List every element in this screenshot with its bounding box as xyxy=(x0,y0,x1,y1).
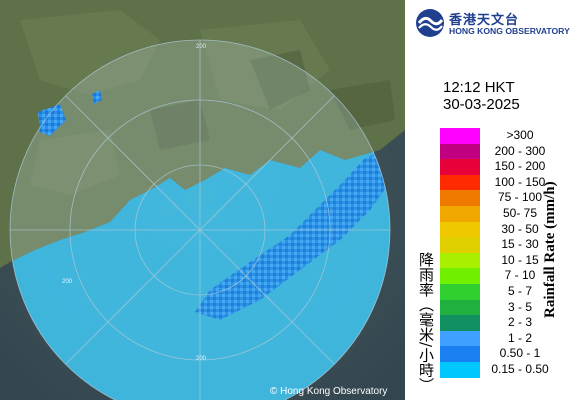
legend-row: 50- 75 xyxy=(440,206,577,222)
range-label-south: 200 xyxy=(196,356,207,362)
legend-row: 5 - 7 xyxy=(440,284,577,300)
range-label-north: 200 xyxy=(196,44,207,50)
legend-swatch xyxy=(440,128,480,144)
legend-label: 75 - 100 xyxy=(497,190,543,205)
legend-swatch xyxy=(440,252,480,269)
copyright-text: © Hong Kong Observatory xyxy=(270,386,387,397)
legend-row: 10 - 15 xyxy=(440,252,577,269)
legend-row: >300 xyxy=(440,128,577,144)
legend-swatch xyxy=(440,143,480,160)
legend-label: 100 - 150 xyxy=(494,174,546,189)
info-panel: 香港天文台 HONG KONG OBSERVATORY 12:12 HKT 30… xyxy=(405,0,577,400)
legend-row: 75 - 100 xyxy=(440,190,577,207)
legend-swatch xyxy=(440,362,480,378)
legend-label: >300 xyxy=(506,128,534,142)
legend-swatch xyxy=(440,221,480,238)
legend-swatch xyxy=(440,237,480,254)
legend-row: 200 - 300 xyxy=(440,143,577,160)
legend-swatch xyxy=(440,268,480,285)
legend-label: 0.50 - 1 xyxy=(499,346,541,361)
legend-label: 1 - 2 xyxy=(507,330,532,345)
legend-label: 50- 75 xyxy=(502,206,538,220)
legend-row: 15 - 30 xyxy=(440,237,577,254)
hko-logo-icon xyxy=(416,9,444,37)
legend-swatch xyxy=(440,284,480,300)
hko-logo: 香港天文台 HONG KONG OBSERVATORY xyxy=(415,6,575,42)
land-texture-dark xyxy=(150,50,395,150)
legend-swatch xyxy=(440,174,480,191)
legend-swatch xyxy=(440,206,480,222)
range-label-west: 200 xyxy=(62,279,73,285)
legend-swatch xyxy=(440,190,480,207)
legend-swatch xyxy=(440,159,480,176)
legend-swatch xyxy=(440,330,480,347)
org-name-cn: 香港天文台 xyxy=(449,13,520,28)
legend-row: 150 - 200 xyxy=(440,159,577,176)
legend-label: 200 - 300 xyxy=(494,143,546,158)
observation-date: 30-03-2025 xyxy=(443,96,520,113)
legend-swatch xyxy=(440,299,480,316)
legend-row: 1 - 2 xyxy=(440,330,577,347)
legend-row: 100 - 150 xyxy=(440,174,577,191)
legend-label: 7 - 10 xyxy=(504,268,536,283)
legend-label: 30 - 50 xyxy=(501,221,539,236)
rain-cell-west xyxy=(38,104,66,136)
rain-cell-north xyxy=(92,90,102,104)
legend-row: 7 - 10 xyxy=(440,268,577,285)
legend-label: 150 - 200 xyxy=(494,159,546,174)
rain-band xyxy=(195,150,390,320)
legend-label: 3 - 5 xyxy=(507,299,532,314)
legend-swatch xyxy=(440,315,480,332)
radar-map: 200 200 200 © Hong Kong Observatory xyxy=(0,0,405,400)
legend-label: 5 - 7 xyxy=(507,284,532,298)
legend-row: 0.15 - 0.50 xyxy=(440,362,577,378)
legend-label: 15 - 30 xyxy=(501,237,539,252)
legend-row: 30 - 50 xyxy=(440,221,577,238)
legend-label: 2 - 3 xyxy=(507,315,532,330)
observation-time: 12:12 HKT xyxy=(443,79,515,96)
legend-swatch xyxy=(440,346,480,363)
legend-row: 0.50 - 1 xyxy=(440,346,577,363)
legend-row: 2 - 3 xyxy=(440,315,577,332)
legend-label: 10 - 15 xyxy=(501,252,539,267)
rainfall-legend: >300 200 - 300 150 - 200 100 - 150 75 - 100 5… xyxy=(440,128,577,380)
land-texture xyxy=(20,10,330,195)
light-rain-area xyxy=(10,130,390,400)
legend-row: 3 - 5 xyxy=(440,299,577,316)
org-name-en: HONG KONG OBSERVATORY xyxy=(449,26,570,36)
legend-label: 0.15 - 0.50 xyxy=(491,362,549,376)
legend-title-cn: 降雨率（毫米/小時） xyxy=(417,252,435,393)
range-rings xyxy=(9,39,391,400)
legend-title-en: Rainfall Rate (mm/h) xyxy=(542,181,558,319)
